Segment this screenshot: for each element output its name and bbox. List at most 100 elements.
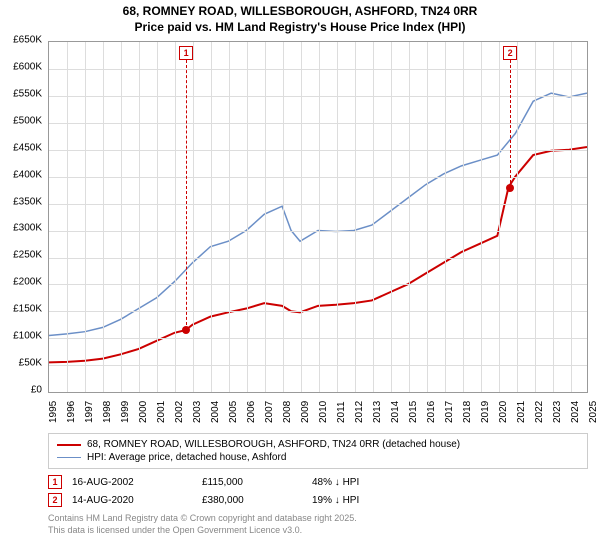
x-tick-label: 2024 bbox=[570, 401, 581, 423]
grid-line-horizontal bbox=[49, 365, 587, 366]
marker-dashed-line bbox=[186, 60, 187, 330]
grid-line-vertical bbox=[427, 42, 428, 392]
footer-line-2: This data is licensed under the Open Gov… bbox=[48, 525, 588, 537]
y-tick-label: £350K bbox=[13, 196, 42, 207]
y-tick-label: £200K bbox=[13, 277, 42, 288]
chart-container: 68, ROMNEY ROAD, WILLESBOROUGH, ASHFORD,… bbox=[0, 0, 600, 560]
x-tick-label: 2020 bbox=[498, 401, 509, 423]
y-tick-label: £0 bbox=[31, 385, 42, 396]
grid-line-horizontal bbox=[49, 204, 587, 205]
x-tick-label: 1996 bbox=[66, 401, 77, 423]
marker-dashed-line bbox=[510, 60, 511, 187]
x-tick-label: 2004 bbox=[210, 401, 221, 423]
marker-row: 1 16-AUG-2002 £115,000 48% ↓ HPI bbox=[48, 473, 588, 491]
marker-row-delta: 19% ↓ HPI bbox=[312, 495, 432, 506]
y-tick-label: £400K bbox=[13, 169, 42, 180]
grid-line-vertical bbox=[301, 42, 302, 392]
legend-item: HPI: Average price, detached house, Ashf… bbox=[57, 451, 579, 464]
markers-table: 1 16-AUG-2002 £115,000 48% ↓ HPI 2 14-AUG-202… bbox=[48, 473, 588, 509]
grid-line-horizontal bbox=[49, 123, 587, 124]
x-tick-label: 2022 bbox=[534, 401, 545, 423]
legend-swatch bbox=[57, 444, 81, 446]
grid-line-vertical bbox=[265, 42, 266, 392]
legend-item: 68, ROMNEY ROAD, WILLESBOROUGH, ASHFORD,… bbox=[57, 438, 579, 451]
x-tick-label: 2002 bbox=[174, 401, 185, 423]
x-tick-label: 2005 bbox=[228, 401, 239, 423]
grid-line-vertical bbox=[373, 42, 374, 392]
x-tick-label: 2021 bbox=[516, 401, 527, 423]
y-tick-label: £650K bbox=[13, 35, 42, 46]
grid-line-horizontal bbox=[49, 177, 587, 178]
marker-dot bbox=[506, 184, 514, 192]
x-tick-label: 2023 bbox=[552, 401, 563, 423]
x-tick-label: 2015 bbox=[408, 401, 419, 423]
grid-line-vertical bbox=[193, 42, 194, 392]
grid-line-vertical bbox=[391, 42, 392, 392]
marker-row-price: £380,000 bbox=[202, 495, 302, 506]
x-axis: 1995199619971998199920002001200220032004… bbox=[48, 393, 588, 427]
x-tick-label: 2006 bbox=[246, 401, 257, 423]
grid-line-vertical bbox=[535, 42, 536, 392]
grid-line-vertical bbox=[337, 42, 338, 392]
chart-title: 68, ROMNEY ROAD, WILLESBOROUGH, ASHFORD,… bbox=[0, 0, 600, 35]
x-tick-label: 2012 bbox=[354, 401, 365, 423]
grid-line-vertical bbox=[553, 42, 554, 392]
marker-row-date: 14-AUG-2020 bbox=[72, 495, 192, 506]
chart-plot-area: 12 bbox=[48, 41, 588, 393]
marker-row-price: £115,000 bbox=[202, 477, 302, 488]
chart-svg bbox=[49, 42, 587, 392]
x-tick-label: 2011 bbox=[336, 402, 347, 424]
grid-line-horizontal bbox=[49, 69, 587, 70]
y-tick-label: £300K bbox=[13, 223, 42, 234]
grid-line-vertical bbox=[319, 42, 320, 392]
y-axis: £0£50K£100K£150K£200K£250K£300K£350K£400… bbox=[0, 40, 46, 390]
grid-line-vertical bbox=[355, 42, 356, 392]
x-tick-label: 2019 bbox=[480, 401, 491, 423]
title-line-1: 68, ROMNEY ROAD, WILLESBOROUGH, ASHFORD,… bbox=[0, 4, 600, 20]
grid-line-vertical bbox=[463, 42, 464, 392]
grid-line-vertical bbox=[517, 42, 518, 392]
legend-label: HPI: Average price, detached house, Ashf… bbox=[87, 452, 286, 463]
legend-swatch bbox=[57, 457, 81, 459]
grid-line-vertical bbox=[85, 42, 86, 392]
grid-line-vertical bbox=[571, 42, 572, 392]
legend: 68, ROMNEY ROAD, WILLESBOROUGH, ASHFORD,… bbox=[48, 433, 588, 469]
x-tick-label: 2001 bbox=[156, 401, 167, 423]
x-tick-label: 2009 bbox=[300, 401, 311, 423]
x-tick-label: 1995 bbox=[48, 401, 59, 423]
x-tick-label: 2003 bbox=[192, 401, 203, 423]
y-tick-label: £550K bbox=[13, 88, 42, 99]
legend-label: 68, ROMNEY ROAD, WILLESBOROUGH, ASHFORD,… bbox=[87, 439, 460, 450]
x-tick-label: 2010 bbox=[318, 401, 329, 423]
marker-row-id: 2 bbox=[48, 493, 62, 507]
grid-line-vertical bbox=[247, 42, 248, 392]
grid-line-horizontal bbox=[49, 150, 587, 151]
grid-line-vertical bbox=[139, 42, 140, 392]
y-tick-label: £450K bbox=[13, 142, 42, 153]
grid-line-vertical bbox=[445, 42, 446, 392]
grid-line-horizontal bbox=[49, 284, 587, 285]
x-tick-label: 2017 bbox=[444, 401, 455, 423]
grid-line-vertical bbox=[481, 42, 482, 392]
x-tick-label: 2025 bbox=[588, 401, 599, 423]
x-tick-label: 2000 bbox=[138, 401, 149, 423]
x-tick-label: 1999 bbox=[120, 401, 131, 423]
x-tick-label: 2014 bbox=[390, 401, 401, 423]
grid-line-vertical bbox=[103, 42, 104, 392]
x-tick-label: 2008 bbox=[282, 401, 293, 423]
y-tick-label: £600K bbox=[13, 61, 42, 72]
grid-line-horizontal bbox=[49, 231, 587, 232]
marker-row-id: 1 bbox=[48, 475, 62, 489]
x-tick-label: 2013 bbox=[372, 401, 383, 423]
marker-dot bbox=[182, 326, 190, 334]
marker-row-delta: 48% ↓ HPI bbox=[312, 477, 432, 488]
y-tick-label: £250K bbox=[13, 250, 42, 261]
y-tick-label: £150K bbox=[13, 304, 42, 315]
marker-row-date: 16-AUG-2002 bbox=[72, 477, 192, 488]
footer-line-1: Contains HM Land Registry data © Crown c… bbox=[48, 513, 588, 525]
series-line-price_paid bbox=[49, 147, 587, 362]
x-tick-label: 2016 bbox=[426, 401, 437, 423]
grid-line-horizontal bbox=[49, 311, 587, 312]
series-line-hpi bbox=[49, 93, 587, 335]
grid-line-vertical bbox=[409, 42, 410, 392]
